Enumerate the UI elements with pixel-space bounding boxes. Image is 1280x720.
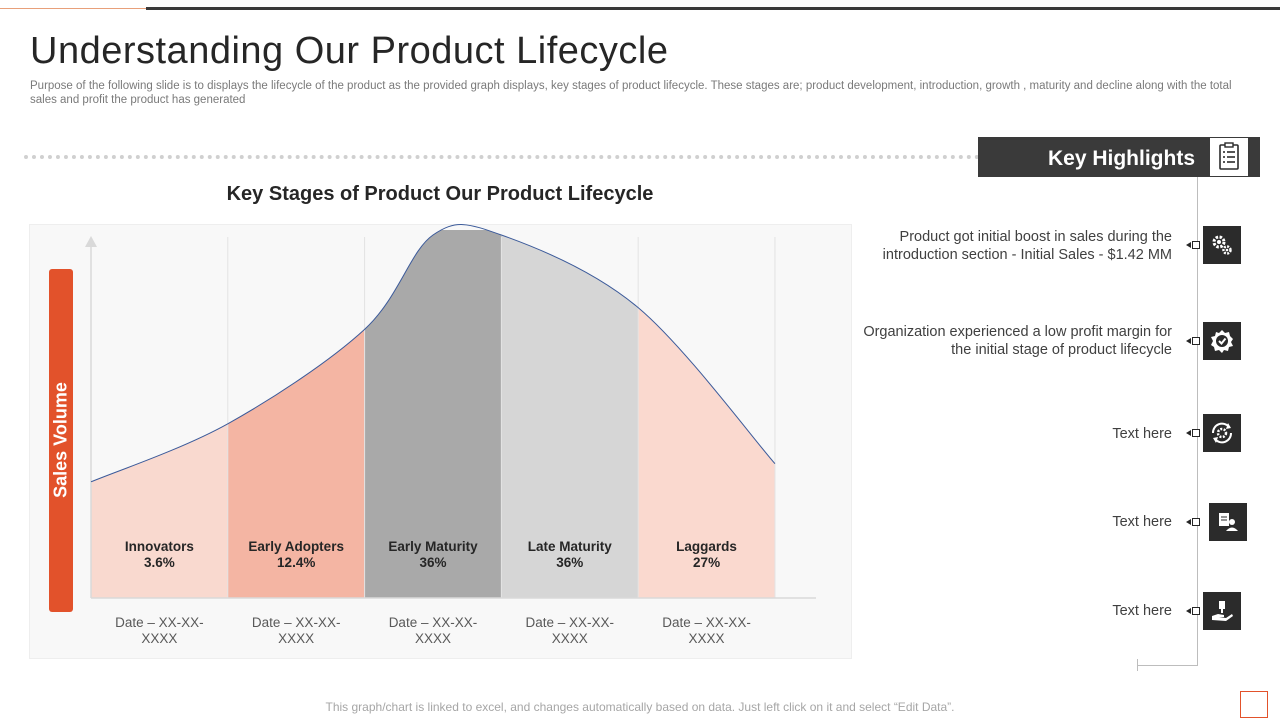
connector-square [1192,429,1200,437]
stage-date: Date – XX-XX-XXXX [388,615,478,646]
stage-name: Early Maturity [388,539,478,554]
stage-name: Laggards [676,539,737,554]
stage-percent: 27% [693,555,721,570]
stage-percent: 12.4% [277,555,316,570]
connector-square [1192,241,1200,249]
connector-square [1192,607,1200,615]
top-accent-line [0,8,146,9]
stage-percent: 36% [556,555,584,570]
stage-label: Early Adopters 12.4% [231,539,361,571]
stage-percent: 3.6% [144,555,175,570]
stage-label: Early Maturity 36% [368,539,498,571]
lifecycle-curve [90,224,776,483]
section-divider [24,155,980,159]
highlight-text: Text here [1112,603,1172,619]
stage-name: Late Maturity [527,539,612,554]
y-axis-label: Sales Volume [50,382,71,498]
page-subtitle: Purpose of the following slide is to dis… [30,80,1232,106]
stage-band-late-maturity [501,230,639,598]
timeline-bottom-line [1137,665,1198,666]
highlight-text: Text here [1112,426,1172,442]
connector-arrow [1186,338,1191,344]
page-title: Understanding Our Product Lifecycle [30,30,669,72]
cycle-gear-icon [1203,414,1241,452]
hand-money-icon [1203,592,1241,630]
y-axis-label-bar [49,269,73,612]
chart-title: Key Stages of Product Our Product Lifecy… [226,183,654,205]
stage-label: Laggards 27% [642,539,772,571]
highlight-text: Organization experienced a low profit ma… [863,324,1172,358]
connector-arrow [1186,430,1191,436]
gears-icon [1203,226,1241,264]
person-document-icon [1209,503,1247,541]
y-axis-arrow [85,236,97,247]
connector-square [1192,518,1200,526]
connector-arrow [1186,608,1191,614]
checklist-icon [1210,138,1248,176]
connector-arrow [1186,242,1191,248]
stage-date: Date – XX-XX-XXXX [662,615,751,646]
stage-label: Innovators 3.6% [94,539,224,571]
badge-check-icon [1203,322,1241,360]
timeline-bottom-tick [1137,659,1138,671]
connector-arrow [1186,519,1191,525]
chart-footnote: This graph/chart is linked to excel, and… [325,700,955,714]
stage-label: Late Maturity 36% [505,539,635,571]
timeline-vertical-line [1197,177,1198,666]
corner-box [1240,691,1268,718]
key-highlights-title: Key Highlights [1048,147,1196,170]
stage-percent: 36% [419,555,447,570]
top-bar [146,7,1280,10]
highlight-text: Text here [1112,514,1172,530]
connector-square [1192,337,1200,345]
stage-date: Date – XX-XX-XXXX [251,615,341,646]
stage-date: Date – XX-XX-XXXX [115,615,204,646]
highlight-text: Product got initial boost in sales durin… [882,229,1172,263]
stage-date: Date – XX-XX-XXXX [525,615,615,646]
stage-name: Early Adopters [248,539,344,554]
stage-name: Innovators [124,539,194,554]
